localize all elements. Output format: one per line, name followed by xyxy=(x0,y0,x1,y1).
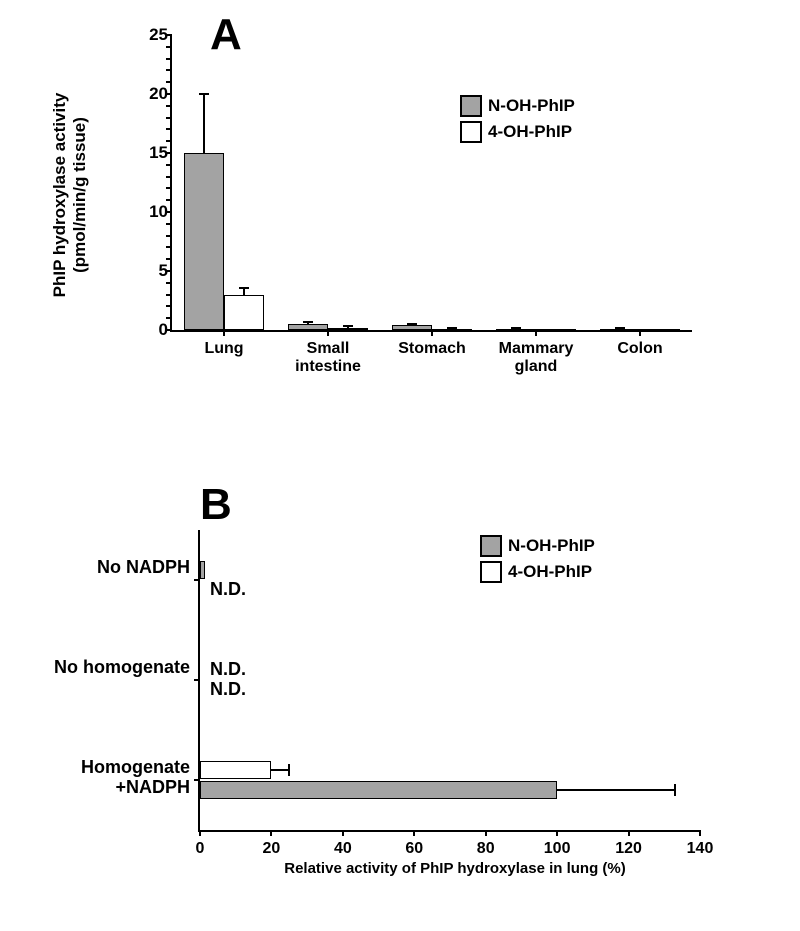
panel-a-ytick xyxy=(166,117,170,119)
panel-a-errorcap xyxy=(407,323,417,325)
panel-a-legend-text-0: N-OH-PhIP xyxy=(488,96,575,116)
panel-a-ytick xyxy=(166,317,170,319)
panel-a-category-label: Smallintestine xyxy=(276,340,380,375)
panel-a-xtick xyxy=(223,330,225,336)
panel-a-errorbar xyxy=(203,94,205,153)
panel-a-ytick xyxy=(166,246,170,248)
panel-a-ytick-label: 10 xyxy=(128,202,168,222)
panel-a-bar xyxy=(640,329,680,331)
panel-a-y-label-line1: PhIP hydroxylase activity xyxy=(50,93,69,298)
panel-b-xtick-label: 120 xyxy=(609,840,649,858)
panel-a-category-label: Mammarygland xyxy=(484,340,588,375)
panel-b-bar xyxy=(200,561,205,579)
panel-a-errorcap xyxy=(343,325,353,327)
panel-a-ytick-label: 5 xyxy=(128,261,168,281)
panel-a-category-label: Colon xyxy=(588,340,692,358)
panel-a-xtick xyxy=(327,330,329,336)
panel-a-errorcap xyxy=(447,327,457,329)
panel-b: B N-OH-PhIP 4-OH-PhIP 020406080100120140… xyxy=(0,480,800,920)
panel-b-xtick xyxy=(699,830,701,836)
panel-b-label: B xyxy=(200,480,232,530)
panel-a-errorbar xyxy=(243,288,245,295)
panel-a-ytick xyxy=(166,282,170,284)
panel-a-category-label: Stomach xyxy=(380,340,484,358)
panel-b-ytick xyxy=(194,579,200,581)
panel-a-errorcap xyxy=(199,93,209,95)
panel-b-xtick-label: 0 xyxy=(180,840,220,858)
panel-a-ytick xyxy=(166,305,170,307)
panel-b-category-label: No homogenate xyxy=(0,658,190,678)
panel-b-x-label: Relative activity of PhIP hydroxylase in… xyxy=(205,860,705,877)
panel-b-xtick-label: 40 xyxy=(323,840,363,858)
panel-b-xtick-label: 20 xyxy=(251,840,291,858)
panel-a-ytick xyxy=(166,187,170,189)
panel-b-category-label: No NADPH xyxy=(0,558,190,578)
panel-a-ytick-label: 0 xyxy=(128,320,168,340)
panel-a-legend-text-1: 4-OH-PhIP xyxy=(488,122,572,142)
panel-a: A PhIP hydroxylase activity (pmol/min/g … xyxy=(0,0,800,430)
panel-a-ytick xyxy=(166,46,170,48)
panel-a-ytick xyxy=(166,294,170,296)
panel-b-xtick xyxy=(628,830,630,836)
panel-a-y-label-line2: (pmol/min/g tissue) xyxy=(70,117,89,273)
panel-b-nd-marker: N.D. xyxy=(210,679,246,700)
panel-a-ytick xyxy=(166,81,170,83)
panel-b-category-label: Homogenate+NADPH xyxy=(0,758,190,798)
panel-b-xtick-label: 60 xyxy=(394,840,434,858)
panel-b-errorbar xyxy=(271,769,289,771)
panel-a-bar xyxy=(184,153,224,330)
panel-a-bar xyxy=(536,329,576,331)
panel-a-ytick xyxy=(166,105,170,107)
panel-a-bar xyxy=(392,325,432,330)
panel-a-ytick xyxy=(166,164,170,166)
panel-b-bar xyxy=(200,781,557,799)
panel-a-ytick-label: 15 xyxy=(128,143,168,163)
panel-b-xtick xyxy=(556,830,558,836)
panel-a-errorcap xyxy=(615,327,625,329)
panel-a-xtick xyxy=(431,330,433,336)
panel-a-legend-swatch-1 xyxy=(460,121,482,143)
panel-a-bar xyxy=(328,328,368,330)
panel-a-legend: N-OH-PhIP 4-OH-PhIP xyxy=(460,95,575,147)
panel-b-xtick-label: 100 xyxy=(537,840,577,858)
panel-a-ytick xyxy=(166,69,170,71)
panel-a-legend-swatch-0 xyxy=(460,95,482,117)
panel-a-ytick xyxy=(166,199,170,201)
panel-b-xtick xyxy=(342,830,344,836)
panel-a-ytick xyxy=(166,223,170,225)
panel-a-bar xyxy=(288,324,328,330)
panel-a-ytick xyxy=(166,176,170,178)
panel-a-y-label: PhIP hydroxylase activity (pmol/min/g ti… xyxy=(50,45,90,345)
panel-a-ytick xyxy=(166,58,170,60)
panel-a-ytick xyxy=(166,128,170,130)
panel-a-ytick-label: 20 xyxy=(128,84,168,104)
panel-b-errorcap xyxy=(674,784,676,796)
panel-a-errorcap xyxy=(303,321,313,323)
panel-a-legend-row-1: 4-OH-PhIP xyxy=(460,121,575,143)
panel-b-plot-area: 020406080100120140No NADPHN.D.No homogen… xyxy=(198,530,700,832)
panel-b-bar xyxy=(200,761,271,779)
panel-a-category-label: Lung xyxy=(172,340,276,358)
panel-a-errorcap xyxy=(239,287,249,289)
panel-b-nd-marker: N.D. xyxy=(210,579,246,600)
panel-a-plot-area: 0510152025LungSmallintestineStomachMamma… xyxy=(170,35,692,332)
panel-b-nd-marker: N.D. xyxy=(210,659,246,680)
figure-root: A PhIP hydroxylase activity (pmol/min/g … xyxy=(0,0,800,931)
panel-b-xtick-label: 140 xyxy=(680,840,720,858)
panel-b-xtick xyxy=(485,830,487,836)
panel-b-xtick xyxy=(199,830,201,836)
panel-a-bar xyxy=(224,295,264,330)
panel-a-ytick xyxy=(166,235,170,237)
panel-b-xtick xyxy=(270,830,272,836)
panel-a-ytick-label: 25 xyxy=(128,25,168,45)
panel-a-legend-row-0: N-OH-PhIP xyxy=(460,95,575,117)
panel-a-errorcap xyxy=(511,327,521,329)
panel-b-errorcap xyxy=(288,764,290,776)
panel-b-ytick xyxy=(194,679,200,681)
panel-b-xtick-label: 80 xyxy=(466,840,506,858)
panel-b-xtick xyxy=(413,830,415,836)
panel-b-errorbar xyxy=(557,789,675,791)
panel-a-ytick xyxy=(166,140,170,142)
panel-a-ytick xyxy=(166,258,170,260)
